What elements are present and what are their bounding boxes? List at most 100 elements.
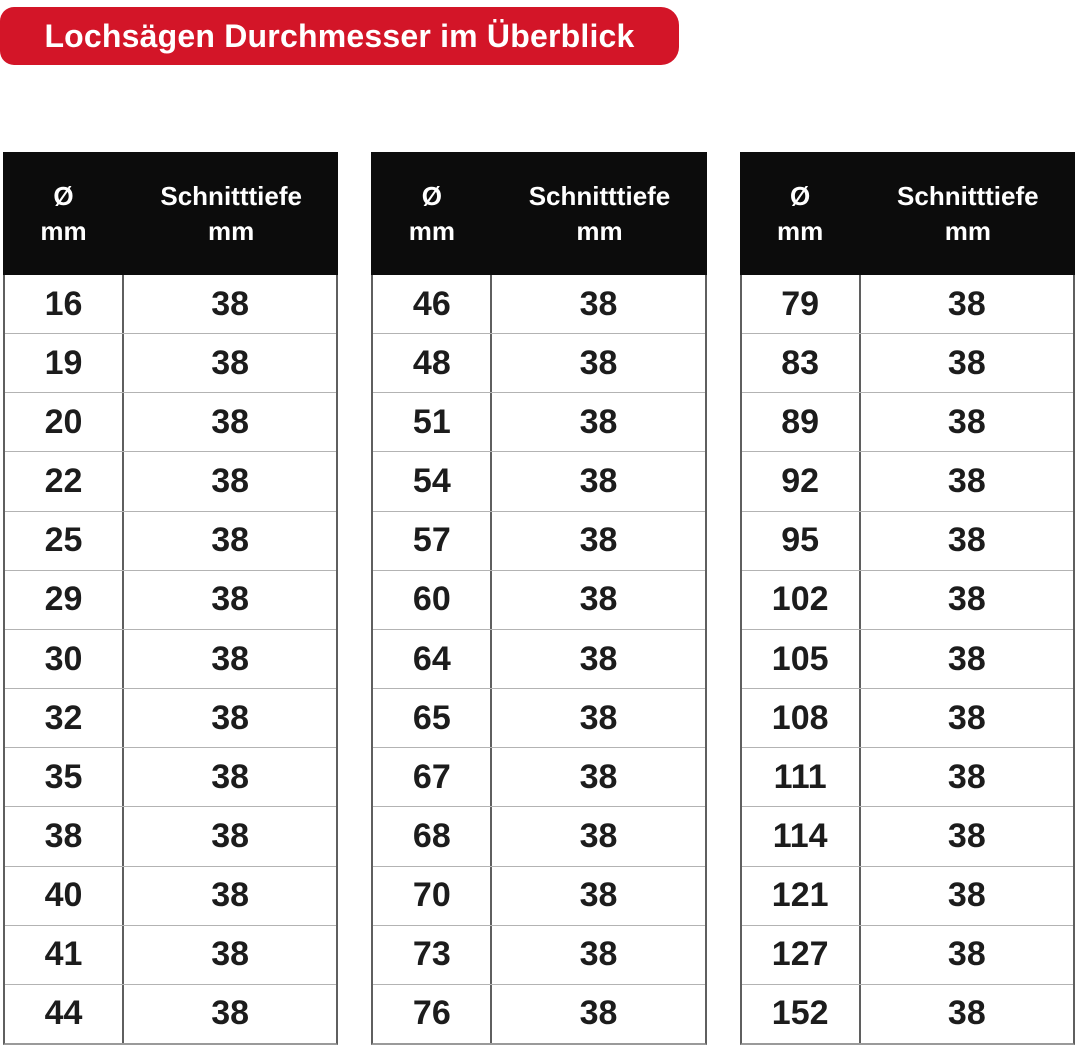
- diameter-column-header: Ø mm: [740, 179, 861, 249]
- depth-cell: 38: [947, 284, 986, 323]
- table-row: 64 38: [373, 629, 705, 690]
- diameter-cell: 83: [742, 334, 861, 393]
- depth-cell: 38: [579, 402, 618, 441]
- table-row: 38 38: [5, 807, 337, 867]
- table-row: 152 38: [741, 984, 1073, 1044]
- table-row: 44 38: [5, 984, 337, 1044]
- depth-cell: 38: [211, 994, 250, 1033]
- depth-unit: mm: [944, 215, 991, 246]
- table-row: 51 38: [373, 393, 705, 453]
- depth-cell: 38: [579, 580, 618, 619]
- depth-cell: 38: [579, 521, 618, 560]
- table-header: Ø mm Schnitttiefe mm: [3, 152, 339, 275]
- table-row: 127 38: [741, 925, 1073, 985]
- depth-label: Schnitttiefe: [897, 180, 1039, 211]
- depth-cell: 38: [579, 816, 618, 855]
- diameter-cell: 65: [373, 689, 493, 748]
- diameter-cell: 30: [5, 629, 124, 689]
- diameter-cell: 79: [742, 275, 861, 334]
- depth-cell: 38: [947, 580, 986, 619]
- table-row: 108 38: [741, 689, 1073, 749]
- depth-cell: 38: [211, 284, 250, 323]
- diameter-symbol: Ø: [421, 180, 442, 211]
- table-row: 79 38: [741, 275, 1073, 335]
- table-row: 92 38: [741, 452, 1073, 512]
- diameter-cell: 38: [5, 807, 124, 866]
- diameter-cell: 95: [742, 511, 861, 570]
- depth-cell: 38: [947, 343, 986, 382]
- depth-cell: 38: [211, 935, 250, 974]
- depth-cell: 38: [579, 462, 618, 501]
- diameter-cell: 19: [5, 334, 124, 393]
- diameter-cell: 73: [373, 925, 493, 984]
- table-row: 68 38: [373, 807, 705, 867]
- diameter-column-header: Ø mm: [3, 179, 124, 249]
- table-row: 16 38: [5, 275, 337, 335]
- table-row: 65 38: [373, 689, 705, 749]
- table-row: 29 38: [5, 570, 337, 630]
- depth-cell: 38: [947, 876, 986, 915]
- table-row: 32 38: [5, 689, 337, 749]
- table-row: 41 38: [5, 925, 337, 985]
- table-row: 60 38: [373, 570, 705, 630]
- table-row: 102 38: [741, 570, 1073, 630]
- depth-cell: 38: [947, 639, 986, 678]
- table-row: 121 38: [741, 866, 1073, 926]
- diameter-table-1: Ø mm Schnitttiefe mm 16 38 19 38 20 38 22 38 25 3…: [3, 152, 339, 1045]
- diameter-cell: 46: [373, 275, 493, 334]
- diameter-cell: 70: [373, 866, 493, 925]
- depth-cell: 38: [211, 580, 250, 619]
- diameter-cell: 60: [373, 570, 493, 629]
- depth-cell: 38: [579, 343, 618, 382]
- diameter-cell: 40: [5, 866, 124, 925]
- depth-cell: 38: [211, 521, 250, 560]
- depth-cell: 38: [211, 876, 250, 915]
- diameter-cell: 32: [5, 689, 124, 748]
- depth-cell: 38: [211, 757, 250, 796]
- depth-cell: 38: [579, 639, 618, 678]
- diameter-cell: 121: [742, 866, 861, 925]
- depth-cell: 38: [579, 935, 618, 974]
- diameter-cell: 51: [373, 393, 493, 452]
- diameter-cell: 44: [5, 984, 124, 1044]
- diameter-unit: mm: [408, 215, 455, 246]
- diameter-cell: 68: [373, 807, 493, 866]
- depth-cell: 38: [579, 876, 618, 915]
- table-row: 48 38: [373, 334, 705, 394]
- depth-cell: 38: [947, 521, 986, 560]
- table-row: 20 38: [5, 393, 337, 453]
- depth-column-header: Schnitttiefe mm: [861, 179, 1075, 249]
- table-row: 70 38: [373, 866, 705, 926]
- table-row: 67 38: [373, 748, 705, 808]
- depth-cell: 38: [211, 639, 250, 678]
- diameter-table-2: Ø mm Schnitttiefe mm 46 38 48 38 51 38 54 38 57 3…: [371, 152, 707, 1045]
- diameter-cell: 76: [373, 984, 493, 1044]
- table-row: 105 38: [741, 629, 1073, 690]
- depth-cell: 38: [211, 402, 250, 441]
- depth-column-header: Schnitttiefe mm: [492, 179, 706, 249]
- table-body: 79 38 83 38 89 38 92 38 95 38 102 38 105 38 108 38 111 38…: [739, 275, 1075, 1045]
- table-row: 25 38: [5, 511, 337, 571]
- diameter-cell: 48: [373, 334, 493, 393]
- diameter-cell: 57: [373, 511, 493, 570]
- depth-column-header: Schnitttiefe mm: [124, 179, 338, 249]
- table-row: 35 38: [5, 748, 337, 808]
- depth-cell: 38: [947, 994, 986, 1033]
- depth-label: Schnitttiefe: [160, 180, 302, 211]
- diameter-cell: 35: [5, 748, 124, 807]
- table-row: 95 38: [741, 511, 1073, 571]
- table-body: 16 38 19 38 20 38 22 38 25 38 29 38 30 38 32 38 35 38 38 38…: [3, 275, 339, 1045]
- depth-cell: 38: [579, 757, 618, 796]
- table-row: 76 38: [373, 984, 705, 1044]
- diameter-cell: 152: [742, 984, 861, 1044]
- diameter-cell: 114: [742, 807, 861, 866]
- diameter-cell: 89: [742, 393, 861, 452]
- table-row: 40 38: [5, 866, 337, 926]
- depth-cell: 38: [947, 462, 986, 501]
- diameter-cell: 67: [373, 748, 493, 807]
- depth-cell: 38: [947, 816, 986, 855]
- table-row: 57 38: [373, 511, 705, 571]
- depth-cell: 38: [211, 462, 250, 501]
- table-row: 46 38: [373, 275, 705, 335]
- table-row: 89 38: [741, 393, 1073, 453]
